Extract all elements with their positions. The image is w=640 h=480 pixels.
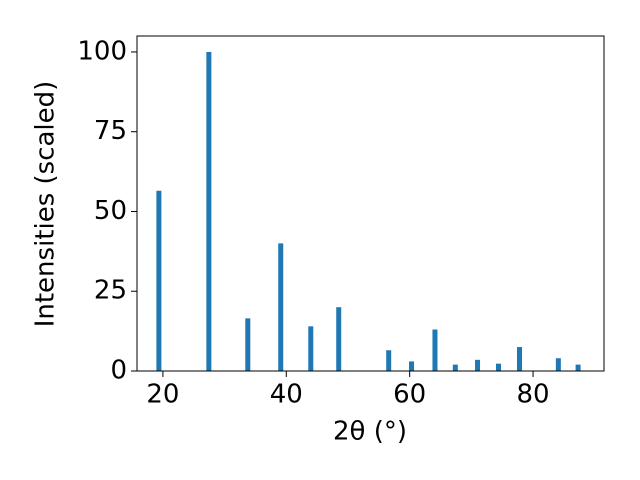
bar — [206, 51, 212, 371]
bar — [555, 358, 561, 371]
bar — [278, 243, 284, 371]
plot-frame — [136, 35, 605, 372]
y-tick-label: 75 — [94, 116, 127, 146]
y-tick-label: 100 — [77, 36, 127, 66]
bar — [432, 329, 438, 371]
y-tick-label: 50 — [94, 196, 127, 226]
bar — [452, 364, 458, 371]
bar — [496, 363, 502, 371]
bar — [409, 361, 415, 371]
x-tick-label: 60 — [393, 380, 426, 410]
x-tick-label: 80 — [517, 380, 550, 410]
x-tick-label: 20 — [146, 380, 179, 410]
x-axis-label: 2θ (°) — [333, 417, 407, 447]
bar — [575, 364, 581, 371]
x-tick-label: 40 — [270, 380, 303, 410]
y-tick-label: 0 — [110, 356, 127, 386]
bar — [245, 318, 251, 371]
bar — [308, 326, 314, 371]
bar — [156, 190, 162, 371]
bar — [336, 307, 342, 371]
bar — [475, 359, 481, 371]
bar — [516, 347, 522, 371]
y-tick-label: 25 — [94, 276, 127, 306]
y-axis-label: Intensities (scaled) — [31, 81, 61, 328]
bar — [386, 350, 392, 371]
